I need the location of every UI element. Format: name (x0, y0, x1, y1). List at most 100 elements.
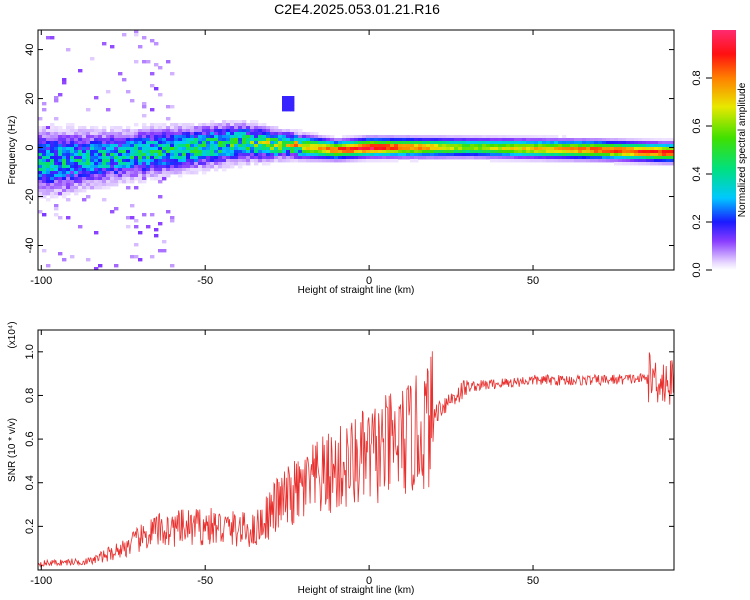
spectrogram-cell (238, 162, 243, 166)
spectrogram-cell (82, 141, 87, 145)
spectrogram-cell (134, 165, 139, 169)
snr-x-label: Height of straight line (km) (298, 585, 415, 596)
spectrogram-cell (314, 138, 319, 142)
spectrogram-cell (50, 177, 55, 181)
spectrogram-cell (234, 156, 239, 160)
spectrogram-cell (174, 123, 179, 127)
spectrogram-cell (494, 144, 499, 148)
spectrogram-cell (418, 138, 423, 142)
spectrogram-cell (182, 159, 187, 163)
spectrogram-cell (82, 186, 87, 190)
spectrogram-cell (218, 141, 223, 145)
spectrogram-cell (70, 165, 75, 169)
spectrogram-cell (262, 159, 267, 163)
spectrogram-cell (474, 138, 479, 142)
spectrogram-cell (486, 144, 491, 148)
spectrogram-cell (158, 66, 163, 70)
spectrogram-cell (358, 147, 363, 151)
spectrogram-cell (186, 168, 191, 172)
spectrogram-cell (378, 147, 383, 151)
spectrogram-cell (178, 138, 183, 142)
spectrogram-cell (462, 150, 467, 154)
spectrogram-cell (282, 96, 287, 100)
spectrogram-cell (114, 156, 119, 160)
spectrogram-cell (230, 156, 235, 160)
spectrogram-cell (366, 135, 371, 139)
spectrogram-cell (466, 156, 471, 160)
spectrogram-cell (66, 147, 71, 151)
spectrogram-cell (282, 102, 287, 106)
spectrogram-cell (78, 132, 83, 136)
spectrogram-cell (206, 162, 211, 166)
spectrogram-cell (214, 156, 219, 160)
spectrogram-cell (146, 150, 151, 154)
spectrogram-cell (618, 159, 623, 163)
spectrogram-cell (466, 135, 471, 139)
spectrogram-cell (162, 162, 167, 166)
spectrogram-cell (194, 141, 199, 145)
spectrogram-cell (362, 141, 367, 145)
spectrogram-cell (158, 132, 163, 136)
spectrogram-cell (390, 144, 395, 148)
spectrogram-cell (298, 159, 303, 163)
spectrogram-cell (206, 165, 211, 169)
spectrogram-cell (454, 150, 459, 154)
spectrogram-cell (42, 186, 47, 190)
spectrogram-cell (614, 138, 619, 142)
spectrogram-cell (258, 147, 263, 151)
spectrogram-cell (162, 141, 167, 145)
spectrogram-cell (130, 168, 135, 172)
spectrogram-cell (158, 174, 163, 178)
colorbar-tick-label: 0.0 (691, 262, 703, 277)
spectrogram-cell (170, 138, 175, 142)
spectrogram-cell (310, 138, 315, 142)
spectrogram-cell (78, 189, 83, 193)
spectrogram-cell (94, 156, 99, 160)
spectrogram-cell (174, 135, 179, 139)
chart-title: C2E4.2025.053.01.21.R16 (274, 1, 440, 17)
spectrogram-cell (142, 177, 147, 181)
spectrogram-cell (254, 162, 259, 166)
spectrogram-cell (418, 135, 423, 139)
spectrogram-cell (62, 135, 67, 139)
spectrogram-cell (186, 159, 191, 163)
spectrogram-cell (142, 168, 147, 172)
spectrogram-cell (66, 132, 71, 136)
spectrogram-cell (202, 144, 207, 148)
spectrogram-cell (198, 123, 203, 127)
spectrogram-cell (522, 147, 527, 151)
spectrogram-cell (150, 159, 155, 163)
spectrogram-cell (110, 171, 115, 175)
spectrogram-cell (206, 159, 211, 163)
spectrogram-cell (530, 159, 535, 163)
spectrogram-cell (38, 171, 43, 175)
spectrogram-cell (658, 138, 663, 142)
spectrogram-cell (122, 171, 127, 175)
spectrogram-cell (410, 135, 415, 139)
spectrogram-cell (574, 138, 579, 142)
spectrogram-cell (258, 144, 263, 148)
spectrogram-cell (482, 141, 487, 145)
spectrogram-cell (46, 159, 51, 163)
spectrogram-cell (226, 129, 231, 133)
spectrogram-cell (614, 141, 619, 145)
spectrogram-cell (62, 177, 67, 181)
spectrogram-cell (114, 138, 119, 142)
spectrogram-cell (550, 144, 555, 148)
spectrogram-cell (134, 33, 139, 37)
spectrogram-cell (390, 147, 395, 151)
spectrogram-cell (370, 159, 375, 163)
spectrogram-cell (610, 144, 615, 148)
spectrogram-cell (162, 135, 167, 139)
spectrogram-cell (602, 144, 607, 148)
spectrogram-cell (402, 138, 407, 142)
spectrogram-cell (210, 165, 215, 169)
spectrogram-cell (114, 174, 119, 178)
spectrogram-cell (646, 153, 651, 157)
spectrogram-cell (150, 165, 155, 169)
spectrogram-cell (166, 126, 171, 130)
spectrogram-cell (414, 159, 419, 163)
spectrogram-cell (186, 132, 191, 136)
spectrogram-cell (602, 153, 607, 157)
spectrogram-cell (358, 150, 363, 154)
